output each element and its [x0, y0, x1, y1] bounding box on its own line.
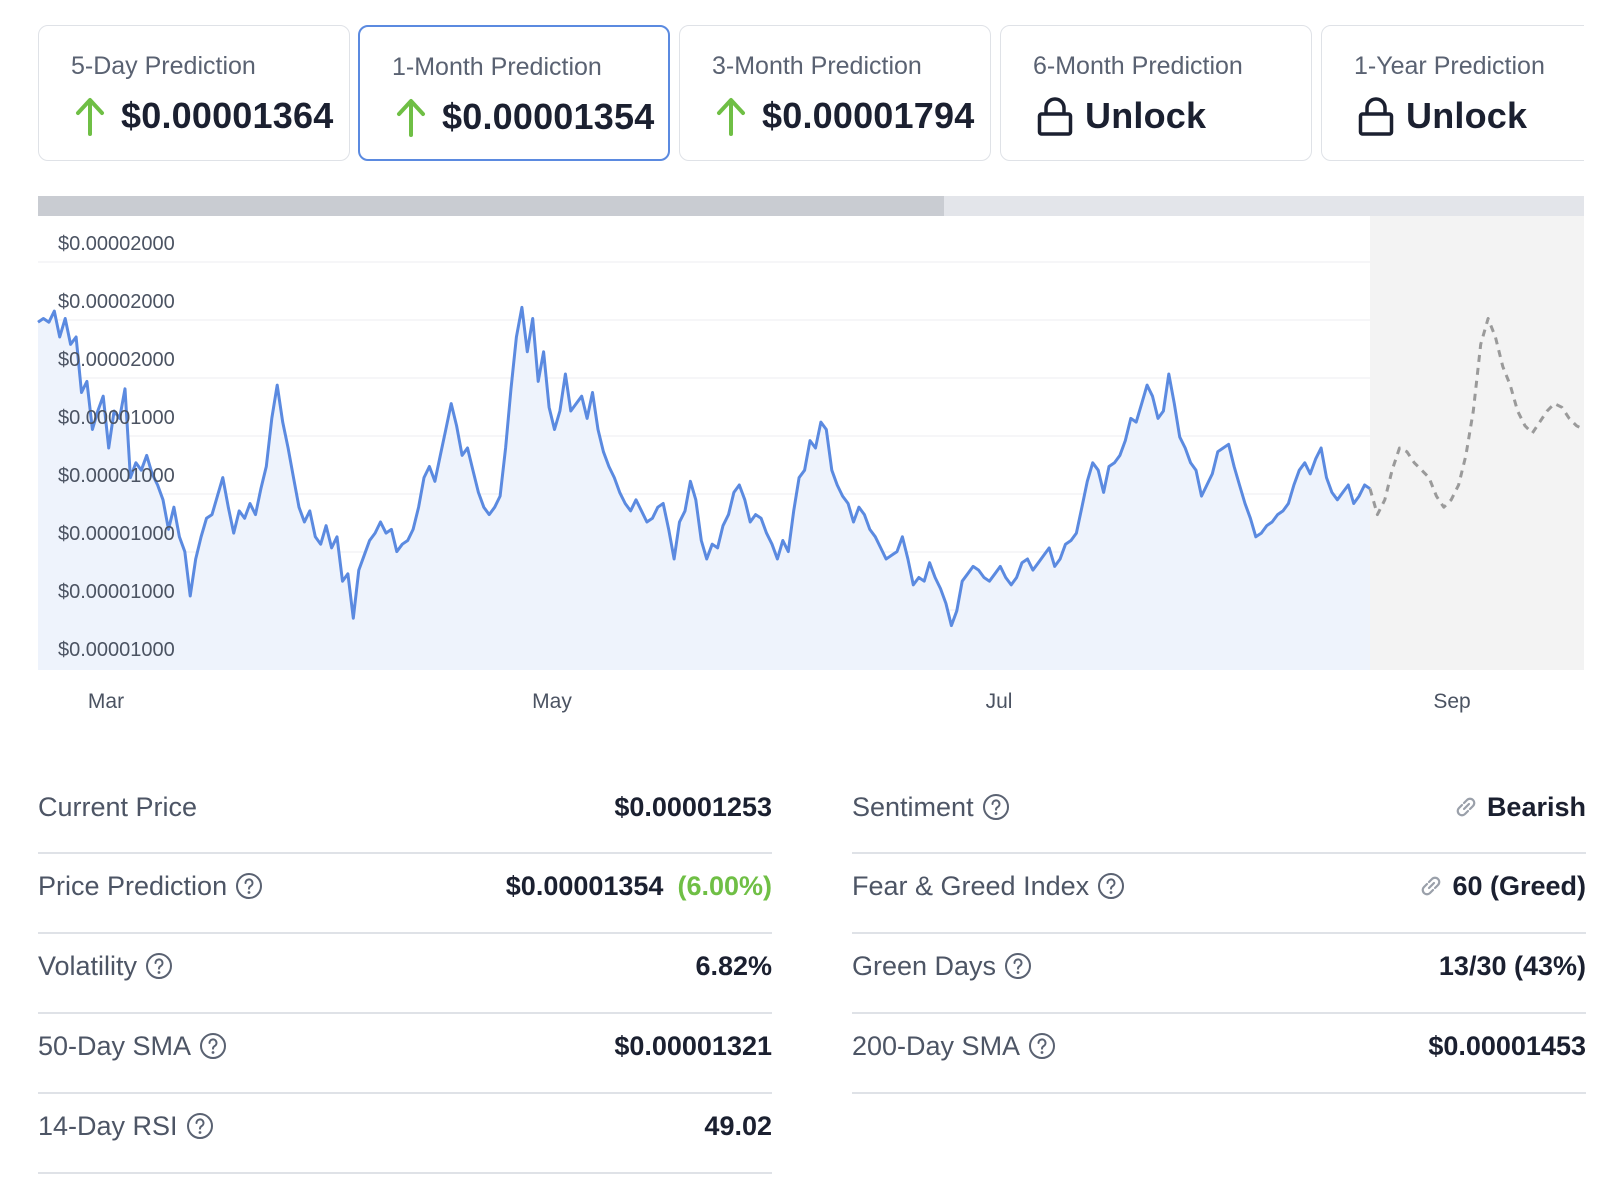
- stat-current-price: Current Price $0.00001253: [38, 776, 772, 854]
- y-tick-label: $0.00001000: [58, 523, 175, 545]
- y-tick-label: $0.00001000: [58, 465, 175, 487]
- x-tick-label: Mar: [88, 690, 124, 713]
- stat-label: Volatility: [38, 951, 173, 982]
- lock-icon: [1037, 97, 1073, 136]
- cards-scrollbar[interactable]: [38, 196, 1584, 216]
- card-3-month[interactable]: 3-Month Prediction $0.00001794: [679, 25, 991, 161]
- card-title: 3-Month Prediction: [712, 52, 922, 80]
- help-icon[interactable]: [1004, 952, 1032, 980]
- card-title: 6-Month Prediction: [1033, 52, 1243, 80]
- card-6-month[interactable]: 6-Month Prediction Unlock: [1000, 25, 1312, 161]
- stat-value: 6.82%: [695, 950, 772, 981]
- card-value: $0.00001794: [762, 95, 975, 136]
- arrow-up-icon: [717, 98, 745, 136]
- stat-value: 49.02: [704, 1110, 772, 1141]
- help-icon[interactable]: [982, 793, 1010, 821]
- unlock-label: Unlock: [1085, 95, 1207, 136]
- y-tick-label: $0.00001000: [58, 407, 175, 429]
- history-line: [37, 305, 1371, 628]
- stat-label: Price Prediction: [38, 871, 263, 902]
- price-chart-svg: $0.00002000 $0.00002000 $0.00002000 $0.0000…: [37, 216, 1585, 713]
- arrow-up-icon: [397, 99, 425, 137]
- y-tick-label: $0.00002000: [58, 233, 175, 255]
- help-icon[interactable]: [1028, 1032, 1056, 1060]
- y-tick-label: $0.00001000: [58, 581, 175, 603]
- stat-fear-greed-index: Fear & Greed Index 60 (Greed): [852, 854, 1586, 934]
- stat-label: Sentiment: [852, 792, 1010, 823]
- forecast-region: [1370, 216, 1584, 670]
- card-value: $0.00001364: [121, 95, 334, 136]
- card-title: 1-Year Prediction: [1354, 52, 1545, 80]
- card-5-day[interactable]: 5-Day Prediction $0.00001364: [38, 25, 350, 161]
- help-icon[interactable]: [199, 1032, 227, 1060]
- stat-label: Fear & Greed Index: [852, 871, 1125, 902]
- stat-50-day-sma: 50-Day SMA $0.00001321: [38, 1014, 772, 1094]
- stat-label: Green Days: [852, 951, 1032, 982]
- stat-value: $0.00001253: [614, 791, 772, 822]
- stat-volatility: Volatility 6.82%: [38, 934, 772, 1014]
- y-tick-label: $0.00001000: [58, 639, 175, 661]
- stat-value[interactable]: 60 (Greed): [1416, 871, 1586, 902]
- stat-sentiment: Sentiment Bearish: [852, 776, 1586, 854]
- unlock-label: Unlock: [1406, 95, 1528, 136]
- x-tick-label: May: [532, 690, 572, 713]
- stat-label: Current Price: [38, 791, 198, 822]
- prediction-cards: 5-Day Prediction $0.00001364 1-Month Pre…: [38, 25, 1584, 161]
- stat-label: 200-Day SMA: [852, 1031, 1056, 1062]
- stats-left: Current Price $0.00001253 Price Predicti…: [38, 776, 772, 1174]
- help-icon[interactable]: [235, 872, 263, 900]
- stat-price-prediction: Price Prediction $0.00001354 (6.00%): [38, 854, 772, 934]
- scrollbar-thumb[interactable]: [38, 196, 944, 216]
- stat-200-day-sma: 200-Day SMA $0.00001453: [852, 1014, 1586, 1094]
- prediction-percent: (6.00%): [677, 870, 772, 901]
- stat-label: 50-Day SMA: [38, 1031, 227, 1062]
- stat-value: 13/30 (43%): [1438, 950, 1586, 981]
- stat-green-days: Green Days 13/30 (43%): [852, 934, 1586, 1014]
- stat-value[interactable]: Bearish: [1451, 792, 1586, 823]
- card-1-month[interactable]: 1-Month Prediction $0.00001354: [358, 25, 670, 161]
- forecast-line: [1368, 317, 1585, 517]
- stat-value: $0.00001354 (6.00%): [505, 870, 772, 901]
- history-area: [38, 307, 1370, 670]
- stat-value: $0.00001453: [1428, 1030, 1586, 1061]
- link-icon: [1422, 876, 1441, 896]
- stat-14-day-rsi: 14-Day RSI 49.02: [38, 1094, 772, 1174]
- help-icon[interactable]: [186, 1112, 214, 1140]
- arrow-up-icon: [76, 98, 104, 136]
- stat-label: 14-Day RSI: [38, 1111, 214, 1142]
- x-tick-label: Jul: [986, 690, 1013, 713]
- stat-value: $0.00001321: [614, 1030, 772, 1061]
- card-title: 5-Day Prediction: [71, 52, 256, 80]
- card-value: $0.00001354: [442, 96, 655, 137]
- card-title: 1-Month Prediction: [392, 53, 602, 81]
- help-icon[interactable]: [145, 952, 173, 980]
- y-tick-label: $0.00002000: [58, 349, 175, 371]
- help-icon[interactable]: [1097, 872, 1125, 900]
- y-tick-label: $0.00002000: [58, 291, 175, 313]
- price-chart: $0.00002000 $0.00002000 $0.00002000 $0.0000…: [0, 216, 1612, 736]
- link-icon: [1456, 797, 1476, 817]
- stats-right: Sentiment Bearish Fear & Greed Index 60 …: [852, 776, 1586, 1094]
- x-tick-label: Sep: [1433, 690, 1470, 713]
- lock-icon: [1358, 97, 1394, 136]
- card-1-year[interactable]: 1-Year Prediction Unlock: [1321, 25, 1584, 161]
